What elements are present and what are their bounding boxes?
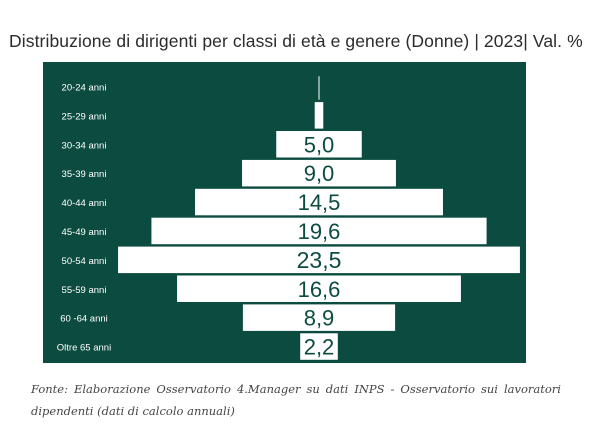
bar — [276, 131, 362, 158]
chart-panel: 20-24 anni 25-29 anni 30-34 anni 5,0 35-39 a… — [43, 62, 526, 363]
data-label: 16,6 — [298, 277, 341, 302]
category-label: Oltre 65 anni — [57, 343, 111, 354]
bar — [314, 102, 324, 129]
bar — [242, 159, 396, 187]
category-label: 25-29 anni — [62, 111, 107, 122]
population-pyramid-chart: 20-24 anni 25-29 anni 30-34 anni 5,0 35-39 a… — [57, 76, 520, 360]
data-label: 8,9 — [304, 306, 335, 331]
data-label: 23,5 — [297, 247, 342, 273]
bar — [151, 217, 487, 245]
data-label: 2,2 — [304, 335, 335, 360]
category-label: 20-24 anni — [62, 82, 107, 93]
category-label: 60 -64 anni — [60, 314, 108, 325]
category-label: 45-49 anni — [62, 227, 107, 238]
data-label: 19,6 — [298, 219, 341, 244]
data-label: 5,0 — [304, 132, 335, 157]
category-label: 40-44 anni — [62, 198, 107, 209]
category-label: 55-59 anni — [62, 285, 107, 296]
category-label: 35-39 anni — [62, 169, 107, 180]
bar — [300, 333, 338, 360]
data-label: 14,5 — [298, 190, 341, 215]
bar — [242, 304, 396, 331]
data-label: 9,0 — [304, 161, 335, 186]
chart-title: Distribuzione di dirigenti per classi di… — [9, 31, 583, 51]
bar — [118, 246, 520, 274]
bar — [177, 275, 461, 302]
category-label: 30-34 anni — [62, 140, 107, 151]
source-note: Fonte: Elaborazione Osservatorio 4.Manag… — [31, 382, 561, 418]
bar — [195, 188, 443, 216]
category-label: 50-54 anni — [62, 256, 107, 267]
